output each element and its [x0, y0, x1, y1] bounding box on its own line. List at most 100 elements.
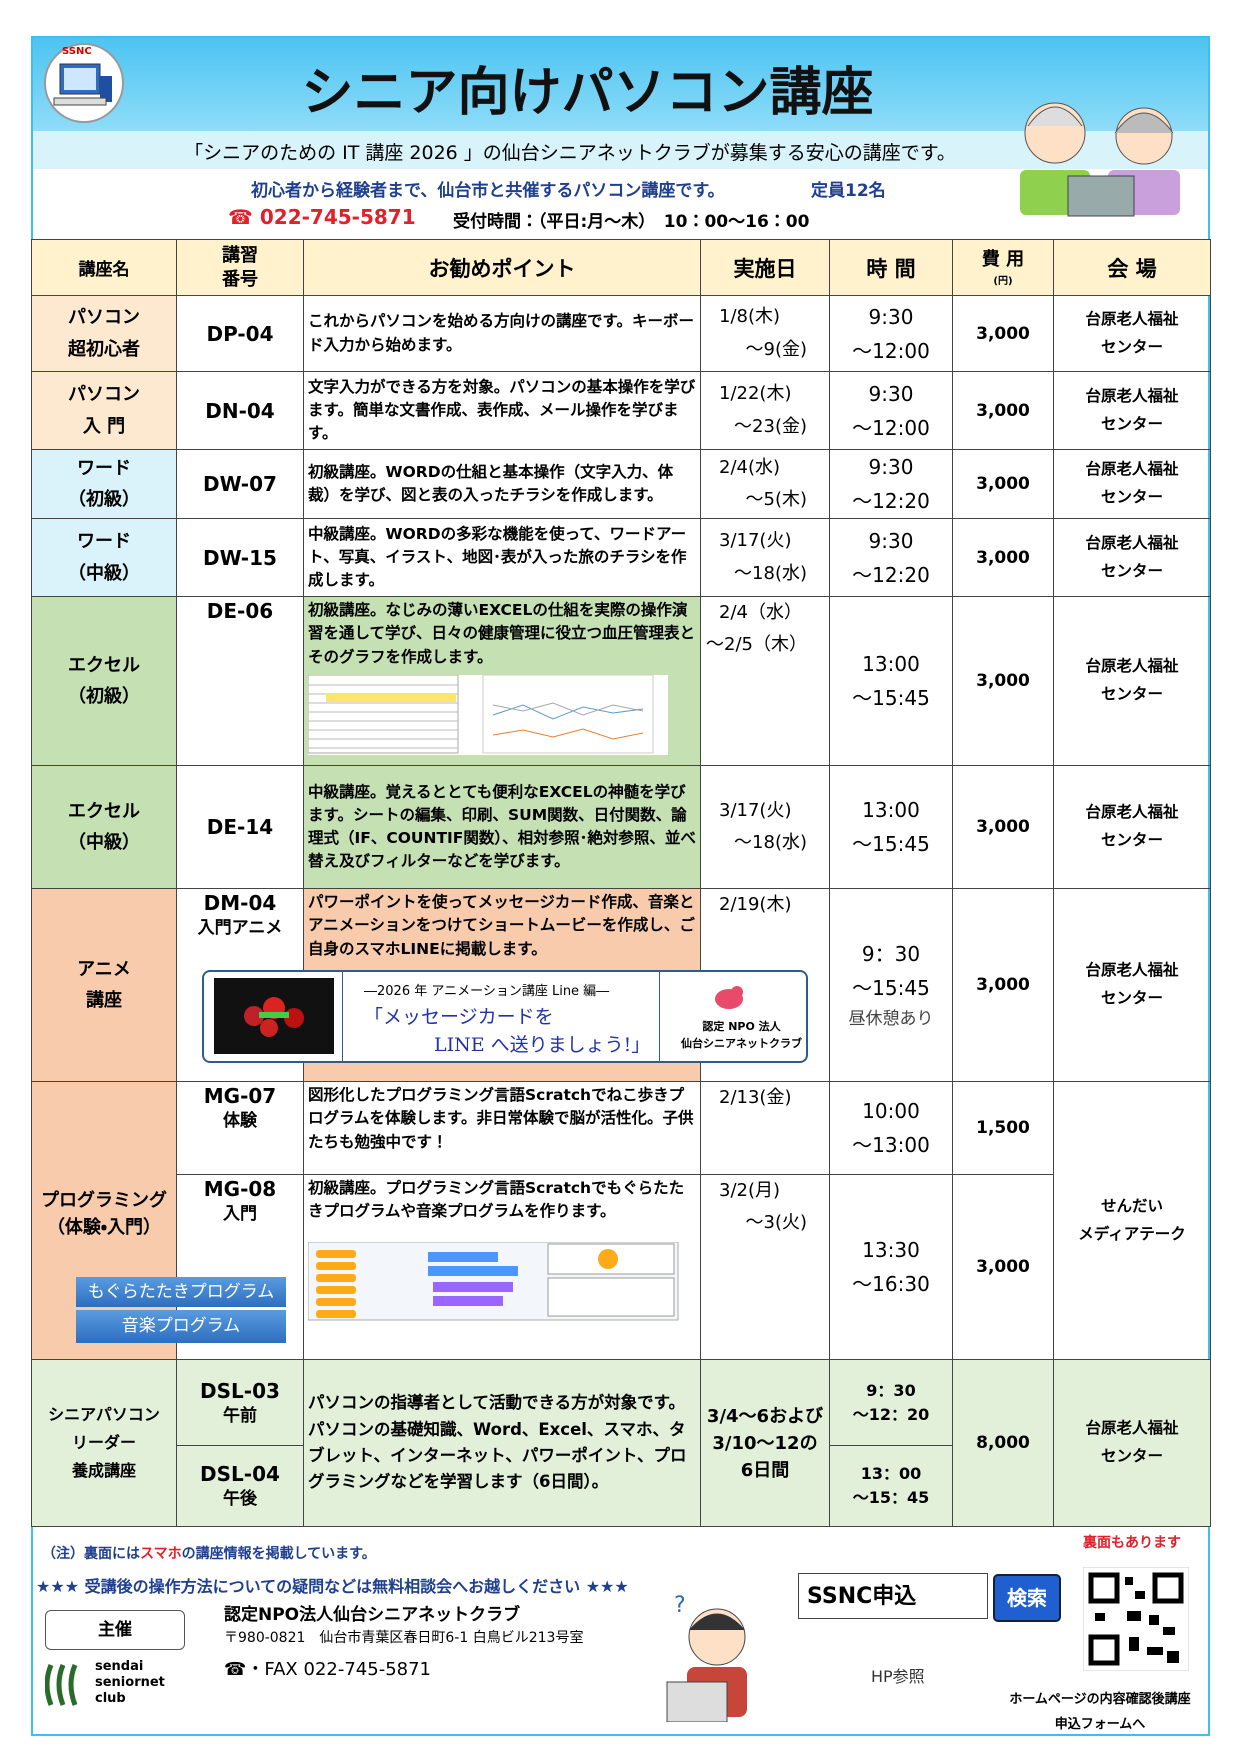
header-text: (円) — [993, 275, 1013, 287]
hours: 受付時間：（平日:月～木） 10：00～16：00 — [453, 212, 810, 232]
venue-cell: 台原老人福祉 センター — [1053, 449, 1211, 519]
date-cell: 1/8(木) ～9(金) — [700, 295, 830, 372]
consult: ★★★ 受講後の操作方法についての疑問などは無料相談会へお越しください ★★★ — [36, 1577, 629, 1596]
point-cell: 図形化したプログラミング言語Scratchでねこ歩きプログラムを体験します。非日… — [303, 1081, 701, 1175]
title: シニア向けパソコン講座 — [301, 63, 874, 123]
fee-text: 3,000 — [976, 1257, 1030, 1277]
venue-text: メディアテーク — [1078, 1224, 1186, 1243]
back-note: 裏面もあります — [1083, 1535, 1181, 1551]
bird-icon — [715, 986, 743, 1009]
point-text: 初級講座。プログラミング言語Scratchでもぐらたたきプログラムや音楽プログラ… — [308, 1179, 685, 1221]
date-text: ～5(木) — [745, 489, 808, 510]
time-cell: 9：30 ～12：20 — [829, 1359, 953, 1446]
code-cell: DW-07 — [176, 449, 304, 519]
point-cell: 初級講座。WORDの仕組と基本操作（文字入力、体裁）を学び、図と表の入ったチラシ… — [303, 449, 701, 519]
date-text: 3/10～12の — [712, 1432, 818, 1454]
time-text: 9:30 — [868, 528, 914, 553]
code-text: DP-04 — [206, 321, 274, 346]
code-cell: DW-15 — [176, 518, 304, 597]
time-text: ～15:45 — [852, 832, 930, 856]
time-text: 13:00 — [862, 798, 920, 822]
fee-text: 3,000 — [976, 975, 1030, 995]
code-text: 体験 — [223, 1111, 257, 1131]
header-text: 時 間 — [866, 256, 916, 281]
date-text: 6日間 — [740, 1459, 790, 1481]
time-text: 13:30 — [862, 1238, 920, 1262]
code-cell: DSL-03 午前 — [176, 1359, 304, 1446]
fee-text: 1,500 — [976, 1118, 1030, 1138]
name-text: ワード — [77, 531, 131, 552]
code-text: 入門アニメ — [197, 918, 283, 938]
time-text: 13：00 — [860, 1464, 922, 1483]
venue-text: 台原老人福祉 — [1085, 961, 1179, 980]
point-text: 中級講座。覚えるととても便利なEXCELの神髄を学びます。シートの編集、印刷、S… — [308, 782, 696, 871]
point-text: 文字入力ができる方を対象。パソコンの基本操作を学びます。簡単な文書作成、表作成、… — [308, 377, 696, 443]
program-label: もぐらたたきプログラム — [76, 1277, 286, 1307]
banner-heading: ―2026 年 アニメーション講座 Line 編― — [364, 984, 610, 999]
point-text: 中級講座。WORDの多彩な機能を使って、ワードアート、写真、イラスト、地図･表が… — [308, 524, 687, 590]
code-text: DSL-04 — [200, 1462, 280, 1487]
scratch-sample — [308, 1241, 679, 1320]
search-box: SSNC申込 — [798, 1573, 988, 1619]
name-cell: パソコン入 門 — [31, 371, 177, 450]
venue-cell: せんだいメディアテーク — [1053, 1081, 1211, 1360]
banner-line: 「メッセージカードを — [364, 1006, 554, 1028]
date-text: ～18(水) — [734, 832, 807, 853]
code-cell: DE-06 — [176, 596, 304, 766]
date-text: ～9(金) — [745, 338, 808, 360]
name-cell: ワード （初級） — [31, 449, 177, 519]
name-text: 講座 — [86, 990, 122, 1011]
date-text: 1/22(木) — [719, 383, 792, 405]
time-cell: 13:00 ～15:45 — [829, 765, 953, 889]
name-text: パソコン — [68, 307, 140, 328]
time-cell: 13:00 ～15:45 — [829, 596, 953, 766]
logo-word: club — [95, 1691, 126, 1706]
name-cell: アニメ 講座 — [31, 888, 177, 1082]
tel: ☎・FAX 022-745-5871 — [224, 1659, 431, 1680]
fee-text: 3,000 — [976, 474, 1030, 494]
time-text: ～12:00 — [852, 415, 930, 440]
logo-mark — [45, 1664, 78, 1706]
venue-text: センター — [1100, 488, 1163, 506]
address: 〒980-0821 仙台市青葉区春日町6-1 白鳥ビル213号室 — [224, 1630, 584, 1646]
svg-text:?: ? — [674, 1593, 686, 1618]
time-text: 昼休憩あり — [848, 1008, 934, 1029]
excel-sample — [308, 674, 668, 755]
code-cell: MG-07 体験 — [176, 1081, 304, 1175]
code-cell: DN-04 — [176, 371, 304, 450]
fee-cell: 3,000 — [952, 596, 1054, 766]
venue-cell: 台原老人福祉 センター — [1053, 295, 1211, 372]
name-cell: シニアパソコン リーダー 養成講座 — [31, 1359, 177, 1527]
time-text: 9:30 — [868, 381, 914, 406]
header-text: 講習 — [222, 245, 258, 267]
hp-note: HP参照 — [871, 1667, 925, 1686]
code-text: DE-14 — [206, 815, 274, 839]
time-text: 9:30 — [868, 304, 914, 329]
venue-text: 台原老人福祉 — [1085, 309, 1179, 328]
header-text: お勧めポイント — [428, 256, 576, 281]
date-text: 3/17(火) — [719, 799, 792, 821]
time-text: ～12:20 — [852, 562, 930, 587]
subtitle-band — [33, 131, 1208, 169]
name-text: （体験・入門） — [46, 1217, 162, 1238]
date-cell: 3/4～6および 3/10～12の 6日間 — [700, 1359, 830, 1527]
point-text: パソコンの指導者として活動できる方が対象です。パソコンの基礎知識、Word、Ex… — [308, 1393, 687, 1492]
fee-text: 3,000 — [976, 400, 1030, 421]
name-text: アニメ — [77, 958, 131, 980]
qr-code — [1083, 1567, 1189, 1671]
point-text: パワーポイントを使ってメッセージカード作成、音楽とアニメーションをつけてショート… — [308, 893, 695, 958]
time-text: ～12：20 — [852, 1404, 930, 1424]
venue-text: せんだい — [1100, 1196, 1163, 1215]
fee-text: 8,000 — [976, 1433, 1030, 1453]
anime-banner: ―2026 年 アニメーション講座 Line 編― 「メッセージカードを LIN… — [202, 970, 808, 1063]
point-cell: パソコンの指導者として活動できる方が対象です。パソコンの基礎知識、Word、Ex… — [303, 1359, 701, 1527]
banner-org: 認定 NPO 法人 — [702, 1020, 781, 1033]
venue-text: 台原老人福祉 — [1085, 1419, 1179, 1438]
fee-text: 3,000 — [976, 323, 1030, 344]
date-text: 3/17(火) — [719, 530, 792, 552]
name-text: シニアパソコン — [48, 1405, 160, 1424]
seniors-illustration — [1020, 102, 1180, 217]
point-cell: 初級講座。プログラミング言語Scratchでもぐらたたきプログラムや音楽プログラ… — [303, 1174, 701, 1360]
phone: ☎ 022-745-5871 — [228, 205, 416, 229]
